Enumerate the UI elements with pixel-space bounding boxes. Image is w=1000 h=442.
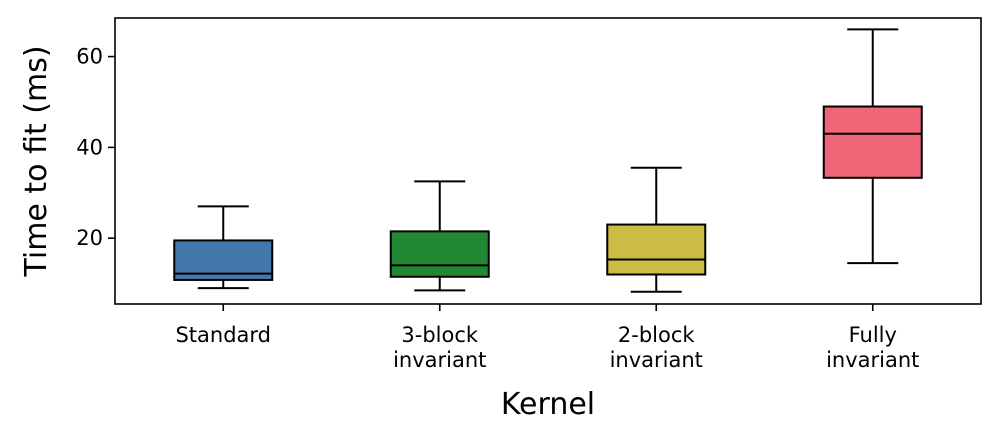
y-axis: 20 40 60 bbox=[76, 45, 115, 250]
x-tick-label-line: 3-block bbox=[401, 323, 478, 347]
x-tick-label-line: invariant bbox=[826, 348, 919, 372]
y-tick-label: 60 bbox=[76, 45, 103, 69]
box-group bbox=[173, 205, 274, 290]
x-axis-title: Kernel bbox=[501, 387, 595, 422]
box-group bbox=[389, 180, 490, 292]
iqr-box bbox=[822, 105, 923, 179]
iqr-box bbox=[606, 223, 707, 276]
y-tick-label: 20 bbox=[76, 226, 103, 250]
x-tick-label-line: invariant bbox=[393, 348, 486, 372]
x-tick-label: Standard bbox=[175, 323, 271, 347]
y-tick-label: 40 bbox=[76, 135, 103, 159]
x-tick-label-line: Fully bbox=[849, 323, 897, 347]
x-tick-label: 2-block invariant bbox=[610, 323, 703, 372]
x-tick-label: Fully invariant bbox=[826, 323, 919, 372]
x-tick-label-line: Standard bbox=[175, 323, 271, 347]
box-group bbox=[822, 28, 923, 265]
plot-frame bbox=[114, 17, 982, 305]
y-axis-title: Time to fit (ms) bbox=[19, 45, 54, 277]
box-group bbox=[606, 166, 707, 293]
plot-marks bbox=[173, 28, 923, 293]
iqr-box bbox=[389, 230, 490, 278]
x-tick-label-line: 2-block bbox=[618, 323, 695, 347]
x-tick-label-line: invariant bbox=[610, 348, 703, 372]
x-tick-label: 3-block invariant bbox=[393, 323, 486, 372]
